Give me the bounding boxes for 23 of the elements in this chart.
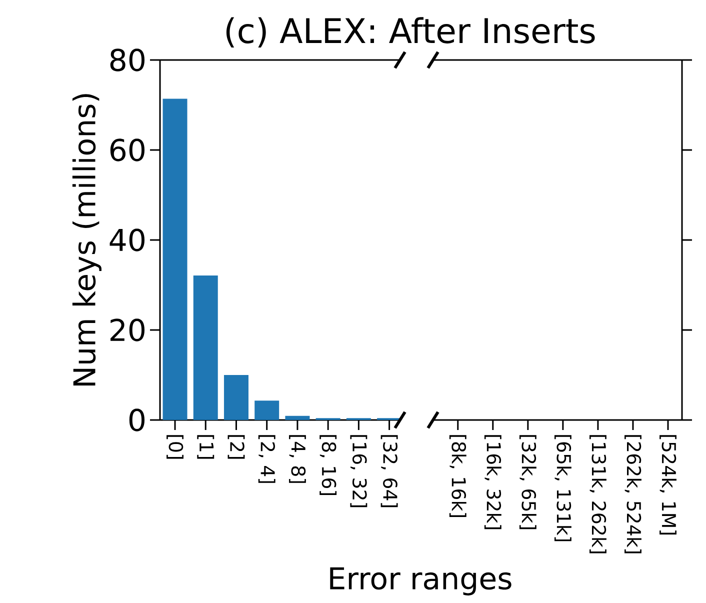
- x-tick-label: [131k, 262k]: [589, 435, 606, 554]
- chart-title: (c) ALEX: After Inserts: [226, 17, 595, 48]
- y-tick-label: 60: [110, 138, 144, 162]
- x-tick-label: [8, 16]: [320, 435, 337, 496]
- x-tick-label: [32k, 65k]: [519, 435, 536, 530]
- x-tick-label: [65k, 131k]: [554, 435, 572, 542]
- y-tick-label: 20: [110, 318, 144, 342]
- x-tick-label: [16, 32]: [350, 435, 368, 508]
- x-tick-label: [0]: [166, 435, 184, 459]
- x-tick-label: [2]: [228, 435, 245, 459]
- x-tick-label: [4, 8]: [288, 435, 306, 483]
- y-tick-label: 0: [129, 408, 144, 432]
- y-tick-label: 80: [110, 48, 144, 72]
- x-tick-label: [1]: [197, 435, 214, 459]
- y-axis-title: Num keys (millions): [72, 94, 102, 386]
- x-tick-label: [262k, 524k]: [624, 435, 642, 554]
- x-tick-label: [32, 64]: [380, 435, 398, 508]
- x-tick-label: [2, 4]: [258, 435, 276, 483]
- x-tick-label: [16k, 32k]: [484, 435, 502, 530]
- y-tick-label: 40: [110, 228, 144, 252]
- x-axis-title: Error ranges: [330, 567, 512, 596]
- x-tick-label: [8k, 16k]: [449, 435, 466, 518]
- x-tick-label: [524k, 1M]: [660, 435, 676, 534]
